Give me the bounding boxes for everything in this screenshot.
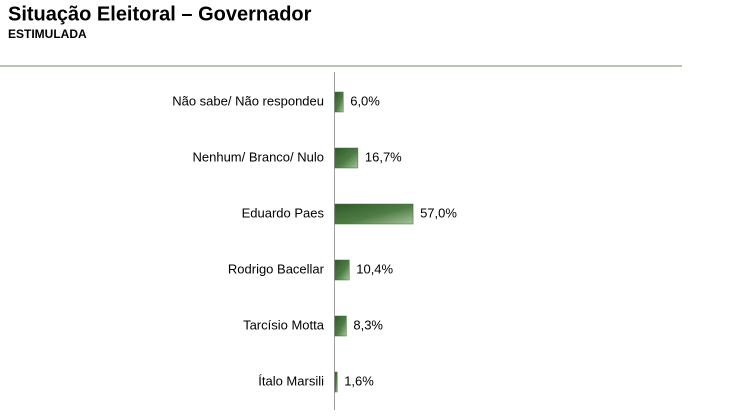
value-label: 6,0% xyxy=(350,93,380,108)
category-label: Eduardo Paes xyxy=(242,205,325,220)
category-label: Ítalo Marsili xyxy=(258,373,324,388)
bar xyxy=(334,91,344,113)
category-label: Tarcísio Motta xyxy=(243,317,325,332)
bar xyxy=(334,371,338,393)
chart-title: Situação Eleitoral – Governador xyxy=(8,3,312,25)
value-label: 1,6% xyxy=(344,373,374,388)
category-label: Nenhum/ Branco/ Nulo xyxy=(192,149,324,164)
category-label: Rodrigo Bacellar xyxy=(228,261,325,276)
bar xyxy=(334,259,350,281)
value-label: 8,3% xyxy=(353,317,383,332)
value-label: 10,4% xyxy=(356,261,393,276)
bar xyxy=(334,315,347,337)
value-label: 57,0% xyxy=(420,205,457,220)
bar xyxy=(334,203,414,225)
chart-subtitle: ESTIMULADA xyxy=(8,27,87,41)
bar xyxy=(334,147,359,169)
value-label: 16,7% xyxy=(365,149,402,164)
category-label: Não sabe/ Não respondeu xyxy=(172,93,324,108)
